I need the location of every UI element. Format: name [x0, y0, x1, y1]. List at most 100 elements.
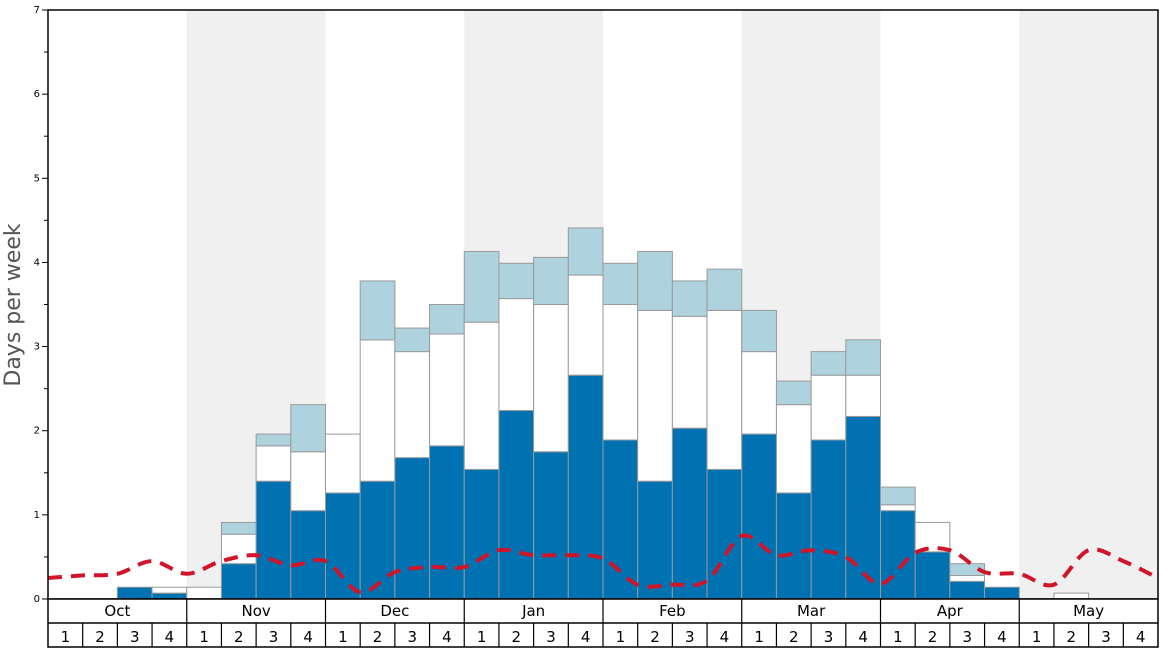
bar-dark-22 — [810, 439, 847, 600]
week-label: 2 — [512, 628, 522, 646]
bar-light-21 — [775, 380, 812, 406]
week-label: 3 — [130, 628, 140, 646]
week-label: 1 — [61, 628, 71, 646]
bar-white-19 — [706, 309, 743, 470]
bar-white-20 — [741, 351, 777, 435]
bar-dark-16 — [602, 439, 639, 600]
y-tick-label: 6 — [34, 89, 40, 100]
bar-dark-17 — [637, 480, 673, 600]
bar-dark-8 — [325, 492, 361, 600]
bar-dark-19 — [706, 468, 743, 600]
bar-dark-5 — [220, 563, 257, 600]
week-label: 2 — [650, 628, 660, 646]
week-label: 3 — [685, 628, 695, 646]
month-label-jan: Jan — [521, 602, 545, 620]
bar-light-15 — [567, 227, 604, 276]
bars-layer — [116, 227, 1090, 600]
x-category-layer: Oct 1 2 3 4 Nov 1 2 3 4 Dec 1 2 3 4 Jan 1 2 3 4 Feb 1 2 3 4 Mar 1 2… — [47, 598, 1159, 648]
week-label: 1 — [199, 628, 209, 646]
bar-dark-27 — [984, 586, 1020, 600]
week-label: 4 — [442, 628, 452, 646]
bar-light-18 — [671, 280, 708, 317]
month-label-mar: Mar — [797, 602, 826, 620]
week-label: 2 — [1067, 628, 1077, 646]
bar-light-9 — [359, 280, 396, 341]
bar-dark-10 — [394, 457, 431, 600]
bar-white-22 — [810, 374, 847, 441]
week-label: 4 — [303, 628, 313, 646]
bar-dark-20 — [741, 433, 777, 600]
week-label: 4 — [720, 628, 730, 646]
bar-light-10 — [394, 327, 431, 353]
month-label-feb: Feb — [659, 602, 686, 620]
bar-light-22 — [810, 351, 847, 376]
week-label: 3 — [824, 628, 834, 646]
bar-dark-15 — [567, 374, 604, 600]
bar-dark-6 — [255, 480, 292, 600]
bar-white-9 — [359, 339, 396, 482]
bar-dark-23 — [845, 415, 881, 600]
bar-light-16 — [602, 262, 639, 305]
bar-white-23 — [845, 374, 881, 417]
week-label: 2 — [234, 628, 244, 646]
bar-white-3 — [151, 586, 188, 594]
y-tick-label: 0 — [34, 594, 40, 605]
week-label: 1 — [754, 628, 764, 646]
week-label: 1 — [1032, 628, 1042, 646]
y-axis-label: Days per week — [1, 223, 26, 386]
week-label: 4 — [581, 628, 591, 646]
bar-white-29 — [1053, 592, 1090, 600]
bar-dark-26 — [949, 580, 986, 600]
bar-dark-7 — [290, 510, 326, 600]
month-shading-layer — [48, 10, 1158, 599]
week-label: 2 — [789, 628, 799, 646]
week-label: 3 — [962, 628, 972, 646]
bar-white-16 — [602, 304, 639, 441]
bar-dark-11 — [429, 445, 465, 600]
bar-white-11 — [429, 333, 465, 447]
bar-dark-25 — [914, 551, 951, 600]
bar-white-18 — [671, 315, 708, 429]
week-label: 3 — [546, 628, 556, 646]
bar-dark-3 — [151, 592, 188, 600]
week-label: 1 — [477, 628, 487, 646]
bar-light-20 — [741, 309, 777, 353]
bar-light-19 — [706, 268, 743, 311]
week-label: 1 — [893, 628, 903, 646]
bar-white-26 — [949, 574, 986, 582]
bar-light-14 — [533, 256, 569, 306]
month-label-may: May — [1073, 602, 1104, 620]
bar-light-26 — [949, 563, 986, 576]
bar-white-17 — [637, 309, 673, 482]
bar-white-7 — [290, 451, 326, 512]
bar-dark-21 — [775, 492, 812, 600]
bar-light-13 — [498, 262, 535, 300]
bar-white-15 — [567, 274, 604, 376]
y-tick-label: 4 — [34, 257, 40, 268]
bar-white-13 — [498, 298, 535, 412]
bar-light-17 — [637, 250, 673, 311]
y-tick-label: 2 — [34, 426, 40, 437]
y-tick-label: 1 — [34, 510, 40, 521]
bar-white-8 — [325, 433, 361, 494]
week-label: 1 — [616, 628, 626, 646]
bar-light-12 — [463, 250, 500, 323]
y-tick-label: 7 — [34, 5, 40, 16]
y-tick-label: 3 — [34, 342, 40, 353]
bar-dark-9 — [359, 480, 396, 600]
week-label: 3 — [269, 628, 279, 646]
trend-line — [47, 533, 1159, 595]
bar-white-12 — [463, 321, 500, 470]
week-label: 3 — [407, 628, 417, 646]
bar-white-4 — [186, 586, 222, 600]
bar-white-6 — [255, 445, 292, 482]
bar-dark-2 — [116, 586, 153, 600]
bar-dark-24 — [880, 510, 916, 600]
month-label-dec: Dec — [380, 602, 409, 620]
bar-dark-12 — [463, 468, 500, 600]
month-label-nov: Nov — [241, 602, 270, 620]
week-label: 4 — [1136, 628, 1146, 646]
week-label: 2 — [373, 628, 383, 646]
month-label-oct: Oct — [104, 602, 130, 620]
